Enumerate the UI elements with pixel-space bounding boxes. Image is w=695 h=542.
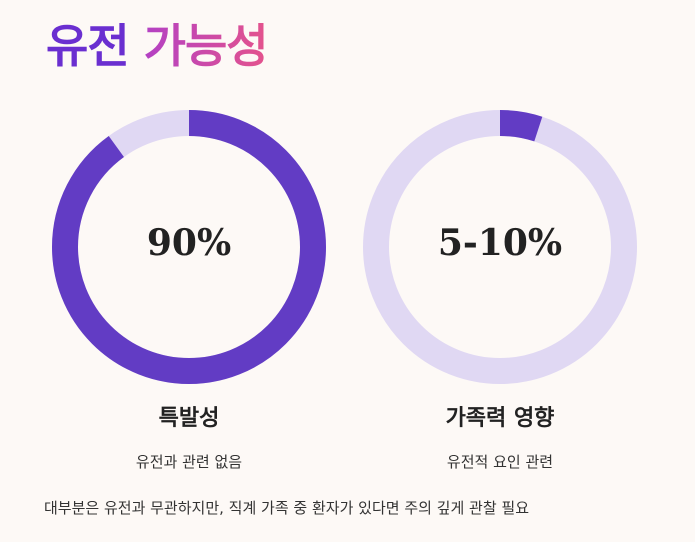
family-history-donut-graphic bbox=[363, 110, 637, 384]
title-part-2: 가능성 bbox=[143, 19, 269, 73]
idiopathic-label: 특발성 bbox=[158, 406, 220, 431]
idiopathic-donut: 90% bbox=[52, 110, 326, 384]
family-history-donut: 5-10% bbox=[363, 110, 637, 384]
idiopathic-percentage: 90% bbox=[146, 222, 232, 264]
donut-fill-arc bbox=[363, 110, 637, 384]
family-history-label: 가족력 영향 bbox=[445, 406, 555, 431]
footnote: 대부분은 유전과 무관하지만, 직계 가족 중 환자가 있다면 주의 깊게 관찰… bbox=[44, 499, 530, 517]
idiopathic-donut-graphic bbox=[52, 110, 326, 384]
title-part-1: 유전 bbox=[46, 19, 130, 73]
idiopathic-sublabel: 유전과 관련 없음 bbox=[135, 453, 243, 471]
donut-fill-arc bbox=[52, 110, 326, 384]
family-history-sublabel: 유전적 요인 관련 bbox=[446, 453, 554, 471]
page-title: 유전 가능성 bbox=[46, 16, 269, 76]
family-history-percentage: 5-10% bbox=[437, 222, 563, 264]
